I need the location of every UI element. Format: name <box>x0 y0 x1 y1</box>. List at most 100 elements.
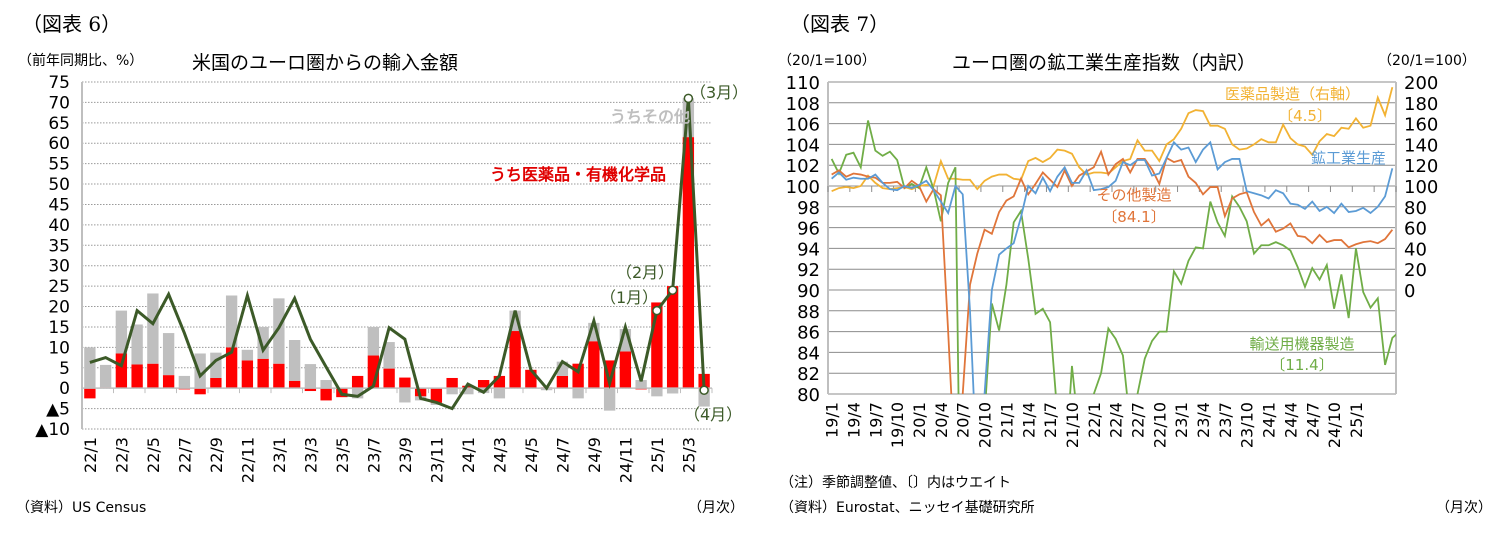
other-bar <box>509 310 521 332</box>
pharma-bar <box>399 377 411 389</box>
x-tick-label: 25/3 <box>679 437 698 473</box>
x-tick-label: 20/7 <box>954 402 973 438</box>
other-bar <box>84 347 96 389</box>
pharma-bar <box>147 363 159 389</box>
other-bar <box>273 298 285 364</box>
y-right-tick-label: 140 <box>1404 135 1438 156</box>
x-tick-label: 20/4 <box>932 402 951 438</box>
pharma-bar <box>651 302 663 389</box>
y-right-tick-label: 120 <box>1404 156 1438 177</box>
pharma-bar <box>462 385 474 389</box>
y-tick-label: 45 <box>48 195 70 215</box>
other-bar <box>288 340 301 381</box>
x-tick-label: 22/11 <box>238 437 257 483</box>
other-bar <box>446 388 458 395</box>
fig6-title: 米国のユーロ圏からの輸入金額 <box>192 52 459 74</box>
fig6-x-unit: （月次） <box>688 500 744 516</box>
figure-6-label: （図表 6） <box>22 12 122 36</box>
x-tick-label: 24/10 <box>1325 402 1344 448</box>
annotation-mar: （3月） <box>690 83 748 102</box>
other-bar <box>304 364 317 389</box>
x-tick-label: 24/3 <box>490 437 509 473</box>
fig7-x-unit: （月次） <box>1436 500 1492 516</box>
y-tick-label: 30 <box>48 257 70 277</box>
fig6-source: （資料）US Census <box>16 500 147 516</box>
pharma-bar <box>131 364 143 389</box>
x-tick-label: 23/1 <box>1172 402 1191 438</box>
other-bar <box>351 388 364 399</box>
y-tick-label: 15 <box>48 318 70 338</box>
x-tick-label: 23/5 <box>333 437 352 473</box>
label-transport-weight: 〔11.4〕 <box>1270 356 1333 374</box>
y-tick-label: 25 <box>48 277 70 297</box>
pharma-bar <box>588 341 600 389</box>
legend-pharma: うち医薬品・有機化学品 <box>490 165 666 184</box>
y-tick-label: 55 <box>48 155 70 175</box>
pharma-bar <box>162 375 175 389</box>
other-line <box>831 149 1394 394</box>
total-line <box>89 98 706 411</box>
other-bar <box>651 388 663 397</box>
other-bar <box>131 324 143 365</box>
x-tick-label: 24/7 <box>1303 402 1322 438</box>
x-tick-label: 24/1 <box>1260 402 1279 438</box>
y-tick-label: 5 <box>59 359 70 379</box>
x-tick-label: 19/10 <box>888 402 907 448</box>
other-bar <box>462 388 474 395</box>
pharma-bar <box>446 377 458 389</box>
figure-7-label: （図表 7） <box>790 12 890 36</box>
industry-line <box>831 140 1394 394</box>
y-right-tick-label: 80 <box>1404 198 1427 219</box>
x-tick-label: 24/7 <box>553 437 572 473</box>
y-left-tick-label: 98 <box>797 198 820 219</box>
x-tick-label: 24/11 <box>616 437 635 483</box>
fig7-left-unit: （20/1=100） <box>778 53 876 69</box>
fig7-source: （資料）Eurostat、ニッセイ基礎研究所 <box>780 500 1035 516</box>
y-right-tick-label: 60 <box>1404 219 1427 240</box>
y-right-tick-label: 100 <box>1404 177 1438 198</box>
x-tick-label: 23/9 <box>396 437 415 473</box>
pharma-bar <box>241 360 254 389</box>
fig7-title: ユーロ圏の鉱工業生産指数（内訳） <box>952 52 1257 74</box>
x-tick-label: 21/1 <box>997 402 1016 438</box>
y-tick-label: 50 <box>48 175 70 195</box>
y-right-tick-label: 0 <box>1404 281 1415 302</box>
y-left-tick-label: 94 <box>797 239 820 260</box>
x-tick-label: 22/1 <box>1085 402 1104 438</box>
x-tick-label: 22/1 <box>81 437 100 473</box>
other-bar <box>241 349 254 361</box>
x-tick-label: 25/1 <box>1347 402 1366 438</box>
label-pharma: 医薬品製造（右軸） <box>1225 85 1360 103</box>
y-right-tick-label: 180 <box>1404 94 1438 115</box>
y-left-tick-label: 90 <box>797 281 820 302</box>
x-tick-label: 19/1 <box>823 402 842 438</box>
x-tick-label: 23/3 <box>301 437 320 473</box>
pharma-bar <box>288 380 301 389</box>
x-tick-label: 22/4 <box>1107 402 1126 438</box>
y-left-tick-label: 104 <box>786 135 820 156</box>
annotation-jan: （1月） <box>600 288 658 307</box>
pharma-bar <box>304 388 317 392</box>
x-tick-label: 23/11 <box>427 437 446 483</box>
pharma-line <box>831 86 1394 193</box>
y-left-tick-label: 86 <box>797 323 820 344</box>
y-left-tick-label: 80 <box>797 385 820 406</box>
fig7-note: （注）季節調整値、〔〕内はウエイト <box>780 475 1011 491</box>
y-tick-label: 10 <box>48 338 70 358</box>
pharma-bar <box>115 353 128 389</box>
y-tick-label: ▲5 <box>46 400 70 420</box>
highlight-marker <box>667 285 678 295</box>
x-tick-label: 24/5 <box>522 437 541 473</box>
pharma-bar <box>525 369 537 389</box>
pharma-bar <box>194 388 206 395</box>
legend-other: うちその他 <box>610 107 690 126</box>
x-tick-label: 22/5 <box>144 437 163 473</box>
x-tick-label: 23/7 <box>1216 402 1235 438</box>
y-left-tick-label: 84 <box>797 343 820 364</box>
other-bar <box>99 364 112 388</box>
y-left-tick-label: 92 <box>797 260 820 281</box>
x-tick-label: 21/10 <box>1063 402 1082 448</box>
pharma-bar <box>603 360 616 389</box>
x-tick-label: 22/9 <box>207 437 226 473</box>
